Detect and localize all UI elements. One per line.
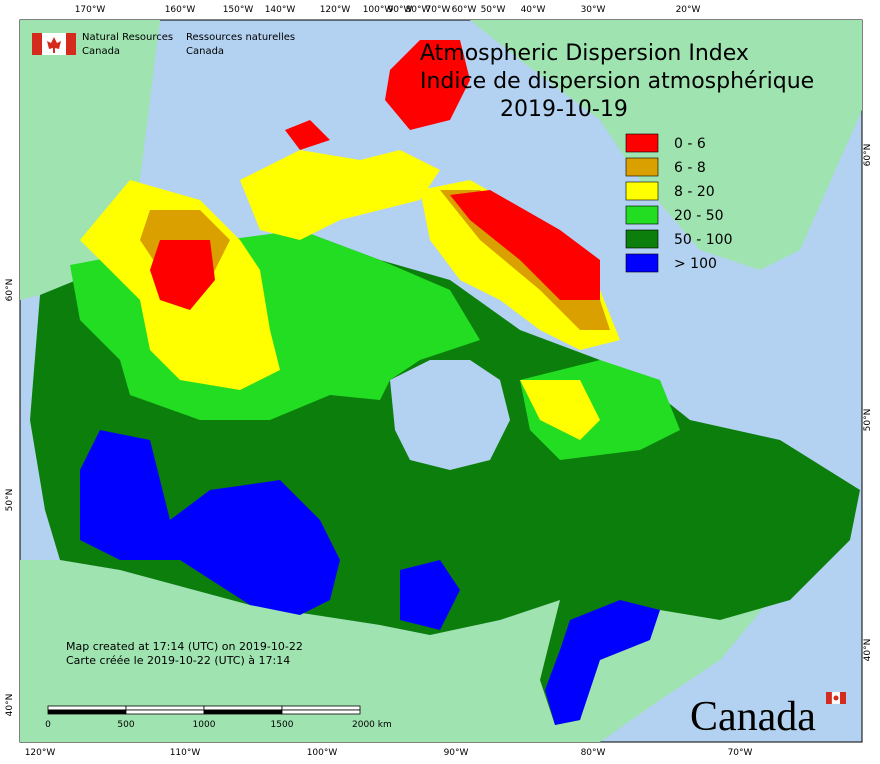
title-en: Atmospheric Dispersion Index bbox=[420, 41, 749, 66]
legend-swatch bbox=[625, 229, 659, 249]
scale-label: 2000 km bbox=[352, 720, 392, 730]
zone-0-6-ellesmere bbox=[385, 40, 470, 130]
legend-label: 6 - 8 bbox=[674, 160, 706, 176]
top-label: 140°W bbox=[265, 5, 296, 15]
zone-0-6-island bbox=[285, 120, 330, 150]
wordmark: Canada bbox=[690, 694, 816, 740]
top-label: 170°W bbox=[75, 5, 106, 15]
zone-gt100-west bbox=[80, 430, 340, 615]
bottom-label: 110°W bbox=[170, 748, 201, 758]
right-label: 40°N bbox=[863, 639, 873, 662]
bottom-label: 70°W bbox=[728, 748, 753, 758]
nrcan-logo bbox=[32, 33, 76, 55]
scale-label: 1000 bbox=[193, 720, 216, 730]
bottom-label: 100°W bbox=[307, 748, 338, 758]
agency-fr: Canada bbox=[186, 46, 224, 57]
wordmark-flag bbox=[826, 691, 846, 705]
agency-fr: Ressources naturelles bbox=[186, 32, 295, 43]
top-label: 30°W bbox=[581, 5, 606, 15]
legend-swatch bbox=[625, 253, 659, 273]
top-label: 150°W bbox=[223, 5, 254, 15]
top-label: 120°W bbox=[320, 5, 351, 15]
left-label: 60°N bbox=[5, 279, 15, 302]
zone-gt100-central bbox=[400, 560, 460, 630]
agency-en: Canada bbox=[82, 46, 120, 57]
agency-en: Natural Resources bbox=[82, 32, 173, 43]
top-label: 40°W bbox=[521, 5, 546, 15]
zone-gt100-east bbox=[545, 600, 660, 725]
top-label: 90°W bbox=[388, 5, 413, 15]
left-label: 40°N bbox=[5, 694, 15, 717]
scale-label: 500 bbox=[117, 720, 134, 730]
scale-segment bbox=[47, 705, 127, 711]
scale-segment bbox=[125, 705, 205, 711]
greenland bbox=[470, 20, 862, 270]
zone-0-6-east bbox=[450, 190, 600, 300]
bottom-label: 80°W bbox=[581, 748, 606, 758]
top-label: 50°W bbox=[481, 5, 506, 15]
title-fr: Indice de dispersion atmosphérique bbox=[420, 69, 814, 94]
legend-swatch bbox=[625, 157, 659, 177]
scale-label: 0 bbox=[45, 720, 51, 730]
hudson-bay bbox=[390, 360, 510, 470]
legend-swatch bbox=[625, 133, 659, 153]
legend-label: 20 - 50 bbox=[674, 208, 724, 224]
legend-swatch bbox=[625, 205, 659, 225]
left-label: 50°N bbox=[5, 489, 15, 512]
bottom-label: 90°W bbox=[444, 748, 469, 758]
zone-8-20-quebec bbox=[520, 380, 600, 440]
right-label: 50°N bbox=[863, 409, 873, 432]
top-label: 60°W bbox=[452, 5, 477, 15]
scale-segment bbox=[47, 709, 127, 715]
scale-segment bbox=[281, 705, 361, 711]
top-label: 160°W bbox=[165, 5, 196, 15]
scale-segment bbox=[203, 709, 283, 715]
right-label: 60°N bbox=[863, 144, 873, 167]
top-label: 80°W bbox=[406, 5, 431, 15]
title-date: 2019-10-19 bbox=[500, 97, 628, 122]
scale-label: 1500 bbox=[271, 720, 294, 730]
legend-label: 50 - 100 bbox=[674, 232, 733, 248]
top-label: 100°W bbox=[363, 5, 394, 15]
top-label: 20°W bbox=[676, 5, 701, 15]
legend-swatch bbox=[625, 181, 659, 201]
zone-0-6 bbox=[150, 240, 215, 310]
scale-segment bbox=[281, 709, 361, 715]
top-label: 70°W bbox=[426, 5, 451, 15]
zone-8-20-arctic bbox=[240, 150, 440, 240]
footer-fr: Carte créée le 2019-10-22 (UTC) à 17:14 bbox=[66, 654, 290, 667]
legend-label: 0 - 6 bbox=[674, 136, 706, 152]
legend-label: 8 - 20 bbox=[674, 184, 715, 200]
footer-en: Map created at 17:14 (UTC) on 2019-10-22 bbox=[66, 640, 303, 653]
scale-segment bbox=[203, 705, 283, 711]
legend-label: > 100 bbox=[674, 256, 717, 272]
bottom-label: 120°W bbox=[25, 748, 56, 758]
scale-segment bbox=[125, 709, 205, 715]
